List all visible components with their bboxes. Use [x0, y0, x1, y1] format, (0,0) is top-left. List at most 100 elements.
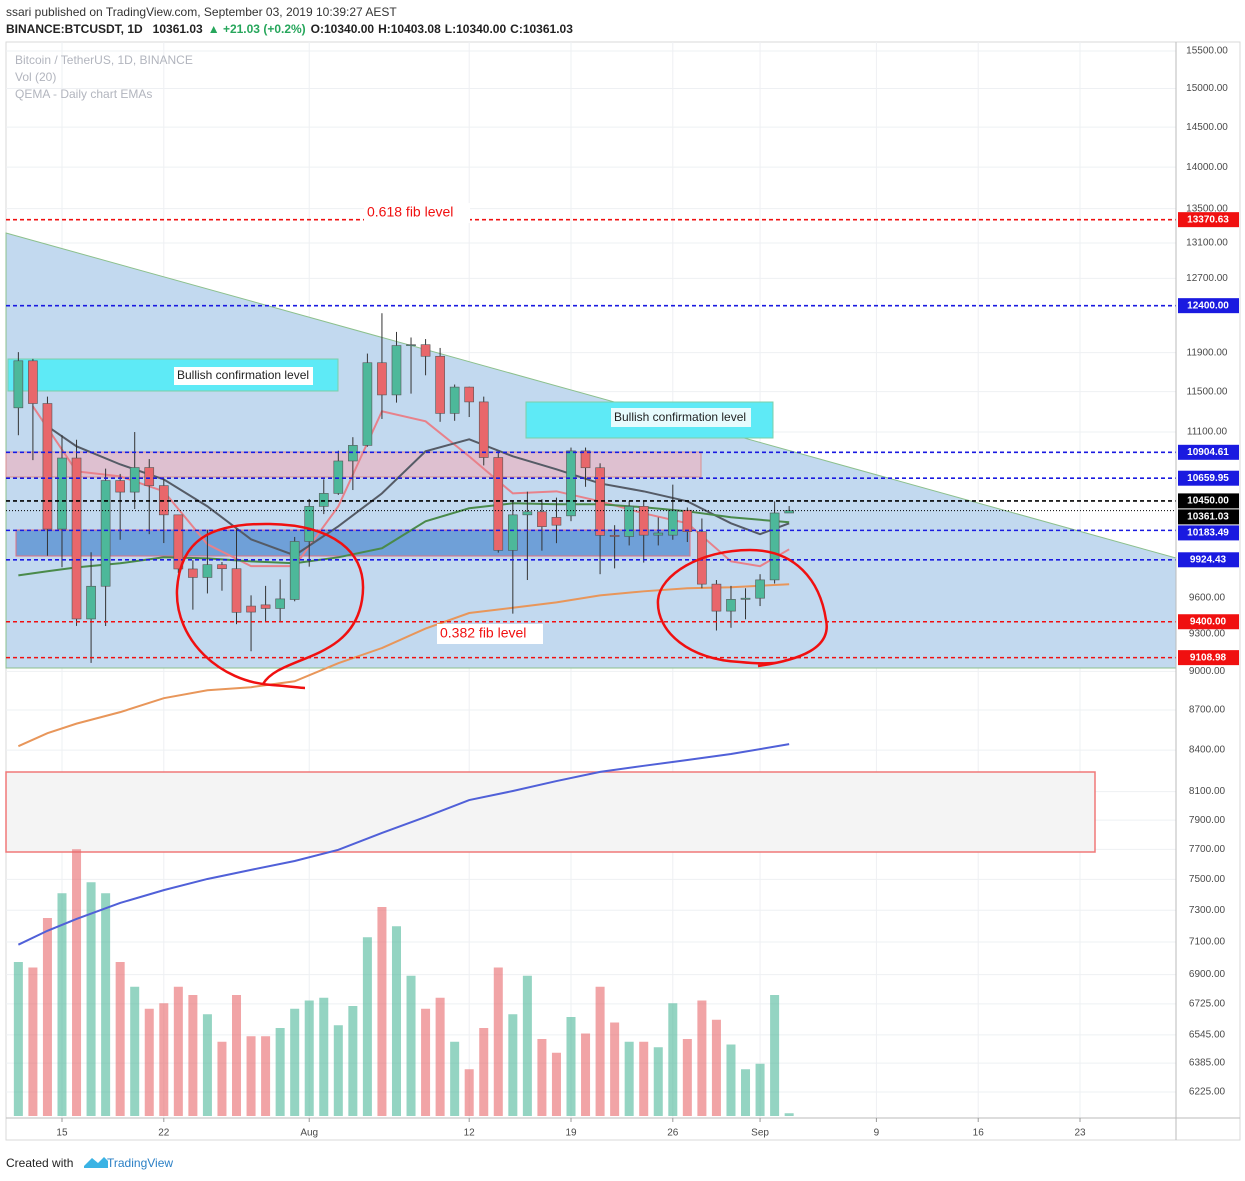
volume-bar: [304, 1000, 314, 1116]
candle-body: [755, 579, 765, 599]
candle-body: [638, 506, 649, 536]
level-tag: [1178, 470, 1239, 486]
y-tick-label: 7300.00: [1189, 905, 1226, 916]
volume-bar: [42, 918, 52, 1116]
level-tag: [1178, 212, 1239, 228]
candle-body: [435, 355, 445, 414]
volume-bar: [159, 1003, 169, 1116]
y-tick-label: 6900.00: [1189, 969, 1226, 980]
label-bg: [437, 624, 543, 644]
volume-bar: [624, 1041, 634, 1116]
box-label: Bullish confirmation level: [177, 368, 309, 382]
close: C:10361.03: [510, 22, 573, 36]
published: ssari published on TradingView.com, Sept…: [6, 5, 397, 19]
volume-bar: [333, 1025, 343, 1116]
volume-bar: [319, 997, 329, 1116]
label-bg: [174, 367, 313, 385]
ema-line: [17, 583, 790, 748]
candle-body: [129, 467, 140, 493]
volume-bar: [348, 1006, 358, 1116]
candle-body: [406, 344, 416, 346]
y-tick-label: 8400.00: [1189, 745, 1226, 756]
x-tick-label: 23: [1074, 1128, 1086, 1139]
candle-body: [624, 506, 634, 537]
last: 10361.03: [153, 22, 203, 36]
candle-body: [13, 360, 24, 409]
volume-bar: [290, 1008, 300, 1116]
candle-body: [566, 450, 576, 517]
level-label: 9924.43: [1190, 554, 1227, 565]
level-label: 10183.49: [1187, 528, 1229, 539]
volume-bar: [144, 1008, 154, 1116]
fib-label: 0.618 fib level: [367, 204, 453, 220]
y-tick-label: 6725.00: [1189, 999, 1226, 1010]
volume-bar: [668, 1003, 678, 1116]
volume-bar: [711, 1019, 721, 1116]
volume-bar: [493, 967, 503, 1116]
footer-brand[interactable]: TradingView: [107, 1156, 173, 1170]
volume-bar: [755, 1063, 765, 1116]
candle-body: [202, 564, 213, 578]
candle-body: [362, 362, 373, 446]
x-tick-label: 9: [874, 1128, 880, 1139]
level-label: 12400.00: [1187, 300, 1229, 311]
volume-bar: [741, 1069, 751, 1116]
volume-bar: [522, 975, 532, 1116]
legend-indicator: Vol (20): [15, 70, 56, 84]
volume-bar: [275, 1028, 285, 1116]
x-tick-label: 12: [464, 1128, 476, 1139]
volume-bar: [13, 962, 23, 1116]
level-tag: [1178, 298, 1239, 314]
candle-body: [391, 345, 402, 396]
candle-body: [449, 386, 460, 414]
volume-bar: [391, 926, 401, 1116]
volume-bar: [406, 975, 416, 1116]
candle-body: [740, 597, 751, 600]
volume-bar: [57, 893, 67, 1116]
volume-bar: [595, 986, 605, 1116]
highlight-circle: [656, 548, 828, 668]
candle-body: [115, 480, 125, 493]
candle-body: [231, 568, 242, 613]
candle-body: [260, 604, 271, 609]
candle-body: [275, 598, 285, 609]
axes: 15500.00 15000.00 14500.00 14000.00 13500.00…: [56, 46, 1239, 1139]
y-tick-label: 14500.00: [1186, 122, 1228, 133]
volume-bar: [682, 1039, 692, 1116]
candle-body: [464, 386, 475, 403]
candle-body: [667, 509, 678, 536]
candle-body: [493, 457, 504, 551]
candle-body: [188, 568, 198, 578]
level-tag: [1178, 552, 1239, 568]
change: ▲ +21.03 (+0.2%): [208, 22, 306, 36]
volume-bar: [450, 1041, 460, 1116]
volume-bar: [784, 1113, 794, 1116]
volume-bar: [697, 1000, 707, 1116]
level-tag: [1178, 650, 1239, 666]
symbol: BINANCE:BTCUSDT, 1D: [6, 22, 143, 36]
y-tick-label: 7700.00: [1189, 844, 1226, 855]
candle-body: [246, 605, 256, 613]
volume-bar: [377, 907, 387, 1116]
volume-bar: [566, 1017, 576, 1116]
volume-bar: [421, 1008, 431, 1116]
candle-body: [726, 599, 736, 612]
level-label: 10450.00: [1187, 496, 1229, 507]
x-tick-label: 16: [973, 1128, 985, 1139]
zone-box: [5, 771, 1096, 853]
volume-bar: [232, 995, 242, 1116]
level-label: 10361.03: [1187, 512, 1229, 523]
level-label: 9108.98: [1190, 652, 1227, 663]
low: L:10340.00: [445, 22, 507, 36]
candle-body: [100, 480, 111, 587]
candle-body: [522, 511, 533, 516]
candle-body: [711, 583, 722, 612]
candle-body: [551, 517, 562, 526]
volume-bar: [639, 1041, 649, 1116]
volume-bar: [508, 1014, 518, 1116]
candle-body: [508, 514, 518, 551]
volume-bar: [28, 967, 38, 1116]
candle-body: [769, 512, 780, 581]
level-label: 10659.95: [1187, 473, 1229, 484]
volume-bar: [464, 1069, 474, 1116]
